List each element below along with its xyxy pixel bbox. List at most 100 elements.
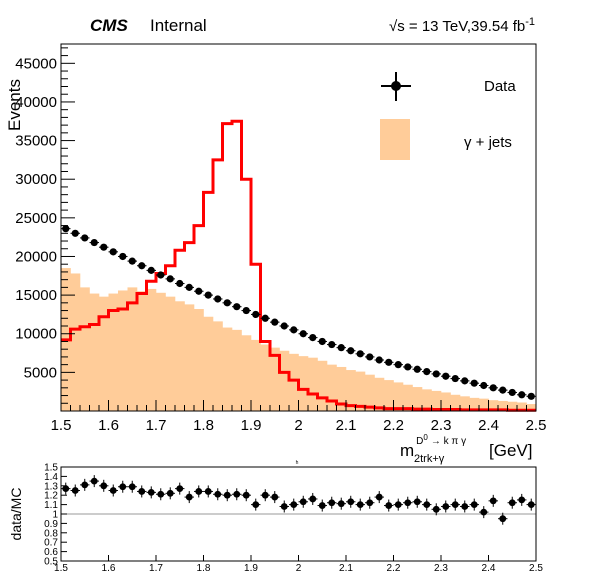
mc-bar	[289, 353, 299, 411]
mc-bar	[498, 400, 508, 411]
lumi-text: = 13 TeV,39.54 fb	[405, 18, 526, 35]
ratio-point	[137, 485, 147, 498]
data-point	[127, 257, 137, 265]
y-tick-label: 30000	[15, 171, 57, 188]
status-label: Internal	[150, 16, 207, 35]
data-points	[61, 225, 536, 400]
data-point	[431, 370, 441, 378]
mc-bar	[70, 273, 81, 411]
mc-bar	[488, 400, 499, 411]
data-point	[498, 386, 508, 394]
ratio-point	[384, 499, 394, 512]
ratio-point	[441, 500, 451, 513]
mc-bar	[108, 293, 119, 411]
ratio-point	[393, 498, 403, 511]
ratio-point	[241, 489, 251, 502]
ratio-point	[422, 498, 432, 511]
mc-bar	[422, 389, 432, 411]
data-point	[118, 252, 128, 261]
data-point	[156, 271, 166, 279]
y-tick-label: 25000	[15, 210, 57, 227]
ratio-point	[61, 482, 71, 495]
x-tick-label: 1.7	[146, 417, 167, 434]
data-point	[146, 266, 156, 274]
data-point	[460, 377, 470, 385]
ratio-point	[365, 496, 375, 509]
mc-bar	[127, 287, 138, 411]
data-point	[165, 275, 175, 283]
data-point	[412, 365, 422, 373]
legend-mc-label: γ + jets	[464, 134, 512, 151]
ratio-point	[203, 485, 213, 498]
data-point	[317, 337, 327, 346]
data-point	[469, 379, 479, 387]
ratio-x-tick-label: 2.4	[482, 563, 496, 572]
mc-bar	[241, 335, 252, 411]
mc-bar	[431, 390, 442, 411]
x-tick-label: 2	[294, 417, 302, 434]
x-title-sup2: 0	[423, 433, 428, 442]
data-point	[507, 388, 517, 397]
ratio-y-tick-label: 0.8	[44, 528, 58, 539]
ratio-y-tick-label: 1.3	[44, 481, 58, 492]
mc-bar	[279, 350, 290, 411]
ratio-point	[431, 503, 441, 516]
lumi-exp: -1	[525, 16, 535, 28]
data-point	[251, 310, 261, 319]
mc-bar	[146, 288, 157, 411]
ratio-x-tick-label: 1.8	[197, 563, 211, 572]
ratio-x-tick-label: 1.9	[244, 563, 258, 572]
ratio-x-tick-label: 1.6	[102, 563, 116, 572]
data-point	[279, 322, 289, 330]
mc-bar	[517, 402, 527, 411]
ratio-point	[412, 495, 422, 508]
data-point	[298, 330, 308, 338]
data-point	[108, 248, 118, 256]
data-point	[213, 295, 223, 303]
ratio-x-tick-label: 2.1	[339, 563, 353, 572]
y-tick-label: 45000	[15, 55, 57, 72]
legend-data-label: Data	[484, 78, 516, 95]
data-point	[203, 291, 213, 299]
ratio-x-tick-label: 1.7	[149, 563, 163, 572]
ratio-point	[146, 486, 156, 499]
ratio-point	[403, 496, 413, 509]
x-tick-label: 1.9	[241, 417, 262, 434]
data-point	[222, 299, 232, 307]
data-point	[488, 384, 498, 392]
mc-bar	[251, 339, 261, 411]
main-axis-ticks: 1.5 1.6 1.7 1.8 1.9 2 2.1 2.2 2.3 2.4 2.5 5000 10000…	[15, 47, 546, 434]
ratio-point	[194, 485, 204, 498]
ratio-points	[61, 475, 536, 525]
data-point	[89, 238, 99, 247]
ratio-x-tick-label: 1.5	[54, 563, 68, 572]
mc-bar	[374, 377, 385, 411]
mc-bar	[89, 293, 100, 411]
main-y-axis-title: Events	[5, 79, 24, 131]
mc-bar	[317, 360, 328, 411]
ratio-y-tick-label: 1.5	[44, 463, 58, 474]
main-plot: 1.5 1.6 1.7 1.8 1.9 2 2.1 2.2 2.3 2.4 2.5 5000 10000…	[15, 43, 546, 434]
mc-bar	[213, 321, 223, 411]
cms-label: CMS	[90, 16, 128, 35]
data-point	[232, 303, 242, 311]
ratio-point	[469, 498, 479, 511]
y-tick-label: 10000	[15, 326, 57, 343]
ratio-point	[232, 488, 242, 501]
ratio-point	[99, 479, 109, 492]
y-tick-label: 20000	[15, 248, 57, 265]
lumi-sqrt: √s	[389, 18, 405, 35]
ratio-point	[317, 499, 327, 512]
ratio-point	[165, 487, 175, 500]
data-point	[270, 318, 280, 326]
ratio-point	[222, 489, 232, 502]
mc-bar	[99, 296, 109, 411]
data-point	[80, 234, 90, 242]
data-point	[61, 225, 71, 233]
ratio-y-tick-label: 1.4	[44, 472, 58, 483]
y-tick-label: 35000	[15, 133, 57, 150]
mc-bar	[270, 347, 280, 411]
data-point	[393, 361, 403, 369]
ratio-point	[251, 498, 261, 511]
ratio-point	[374, 491, 384, 504]
